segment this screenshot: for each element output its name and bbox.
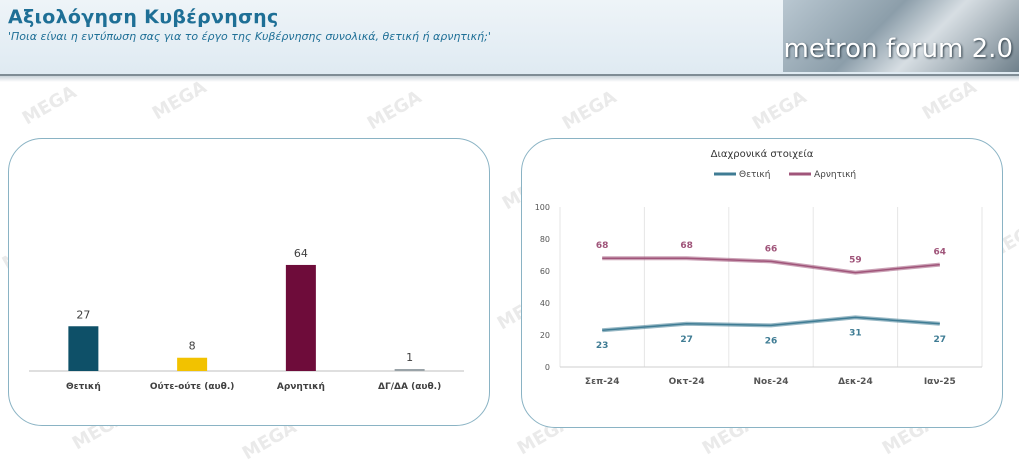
- series-line-2: [602, 257, 940, 274]
- bar: [394, 369, 425, 371]
- page-title: Αξιολόγηση Κυβέρνησης: [8, 6, 279, 28]
- line-chart-title: Διαχρονικά στοιχεία: [711, 148, 814, 160]
- data-label: 31: [849, 328, 862, 338]
- y-tick-label: 20: [540, 331, 550, 340]
- x-tick-label: Ιαν-25: [924, 377, 956, 387]
- x-tick-label: Δεκ-24: [838, 377, 873, 387]
- series-line-1: [602, 316, 940, 331]
- x-tick-label: Οκτ-24: [669, 377, 705, 387]
- bar-category-label: Ούτε-ούτε (αυθ.): [150, 382, 234, 392]
- y-tick-label: 80: [540, 235, 550, 244]
- line-chart-panel: Διαχρονικά στοιχεία Θετική Αρνητική 0 20 40 60…: [521, 138, 1003, 428]
- page-subtitle: 'Ποια είναι η εντύπωση σας για το έργο τ…: [8, 30, 491, 43]
- watermark-text: MEGA: [18, 81, 81, 130]
- bar-chart-panel: 27 Θετική 8 Ούτε-ούτε (αυθ.) 64 Αρνητική 1 ΔΓ/Δ…: [8, 138, 490, 426]
- data-label: 66: [765, 244, 778, 254]
- bar: [177, 357, 208, 371]
- bar-chart: 27 Θετική 8 Ούτε-ούτε (αυθ.) 64 Αρνητική 1 ΔΓ/Δ…: [29, 247, 464, 392]
- bar: [68, 326, 99, 371]
- bar-value-label: 8: [189, 340, 196, 353]
- watermark-text: MEGA: [918, 76, 981, 125]
- bar-value-label: 64: [294, 247, 308, 260]
- data-label: 26: [765, 336, 778, 346]
- line-chart: Διαχρονικά στοιχεία Θετική Αρνητική 0 20 40 60…: [535, 148, 983, 387]
- data-label: 68: [596, 241, 609, 251]
- bar-value-label: 27: [76, 308, 90, 321]
- watermark-text: MEGA: [748, 86, 811, 135]
- bar-category-label: Θετική: [66, 382, 101, 392]
- data-label: 23: [596, 341, 609, 351]
- bar-value-label: 1: [406, 351, 413, 364]
- x-tick-label: Σεπ-24: [585, 377, 620, 387]
- y-tick-label: 0: [545, 363, 550, 372]
- legend-label: Θετική: [739, 170, 770, 180]
- header-banner: Αξιολόγηση Κυβέρνησης 'Ποια είναι η εντύ…: [0, 0, 1019, 76]
- logo-text: metron forum 2.0: [783, 34, 1013, 64]
- data-label: 27: [680, 335, 693, 345]
- bar-category-label: Αρνητική: [277, 382, 325, 392]
- y-tick-label: 100: [535, 203, 550, 212]
- bar: [285, 264, 316, 371]
- watermark-text: MEGA: [148, 76, 211, 125]
- series-line-2-halo: [602, 256, 940, 275]
- data-label: 68: [680, 241, 693, 251]
- x-tick-label: Νοε-24: [754, 377, 789, 387]
- data-label: 59: [849, 256, 862, 266]
- data-label: 64: [934, 248, 947, 258]
- y-tick-label: 40: [540, 299, 550, 308]
- data-label: 27: [934, 335, 947, 345]
- legend-label: Αρνητική: [814, 170, 856, 180]
- bar-category-label: ΔΓ/ΔΑ (αυθ.): [378, 382, 441, 392]
- watermark-text: MEGA: [363, 86, 426, 135]
- header-shadow: [0, 76, 1019, 82]
- metron-forum-logo: metron forum 2.0: [783, 0, 1019, 72]
- y-tick-label: 60: [540, 267, 550, 276]
- watermark-text: MEGA: [558, 86, 621, 135]
